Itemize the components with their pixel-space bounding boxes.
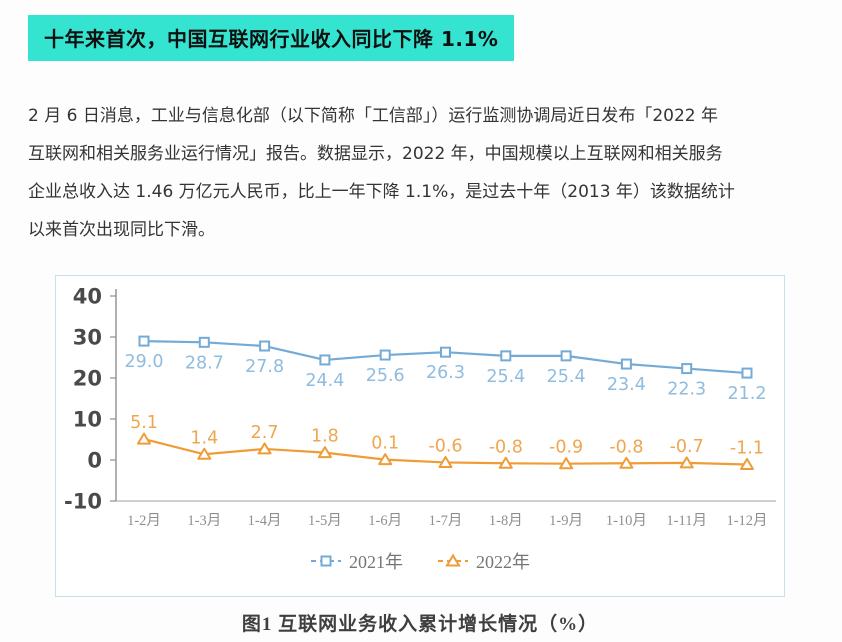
data-point-marker <box>198 336 210 348</box>
data-point-marker <box>378 453 393 466</box>
data-point-label: 0.1 <box>371 434 399 454</box>
legend-triangle-marker-icon <box>438 554 468 567</box>
data-point-label: 25.4 <box>486 367 525 387</box>
data-point-label: -1.1 <box>730 439 764 459</box>
data-point-marker <box>560 350 572 362</box>
data-point-marker <box>379 349 391 361</box>
x-tick-label: 1-10月 <box>606 513 647 529</box>
x-tick-label: 1-7月 <box>429 513 463 529</box>
data-point-marker <box>317 446 332 459</box>
data-point-marker <box>498 456 513 469</box>
data-point-label: 5.1 <box>130 413 158 433</box>
chart-container: 40 30 20 10 0 -10 1-2月 1-3月 1-4月 1-5月 1-6月 1-7月 1-8月… <box>55 275 785 597</box>
data-point-marker <box>138 335 150 347</box>
data-point-marker <box>619 456 634 469</box>
data-point-label: 23.4 <box>607 375 646 395</box>
x-tick-label: 1-2月 <box>127 513 161 529</box>
article-line: 互联网和相关服务业运行情况」报告。数据显示，2022 年，中国规模以上互联网和相… <box>28 144 723 164</box>
figure-block: 40 30 20 10 0 -10 1-2月 1-3月 1-4月 1-5月 1-6月 1-7月 1-8月… <box>55 275 785 636</box>
x-tick-label: 1-11月 <box>666 513 707 529</box>
data-point-label: 22.3 <box>667 380 706 400</box>
data-point-label: -0.8 <box>489 437 523 457</box>
data-point-label: -0.7 <box>670 437 704 457</box>
x-tick-label: 1-6月 <box>368 513 402 529</box>
figure-caption: 图1 互联网业务收入累计增长情况（%） <box>241 614 599 635</box>
data-point-label: 29.0 <box>125 352 164 372</box>
x-tick-label: 1-12月 <box>726 513 767 529</box>
y-tick-label: 20 <box>73 367 102 391</box>
x-tick-label: 1-8月 <box>489 513 523 529</box>
article-body: 2 月 6 日消息，工业与信息化部（以下简称「工信部」）运行监测协调局近日发布「… <box>28 97 814 249</box>
data-point-marker <box>500 350 512 362</box>
data-point-label: 27.8 <box>245 357 284 377</box>
article-line: 以来首次出现同比下滑。 <box>28 220 215 240</box>
data-point-marker <box>679 456 694 469</box>
data-point-marker <box>259 340 271 352</box>
y-tick-label: 10 <box>73 408 102 432</box>
data-point-label: 26.3 <box>426 363 465 383</box>
data-point-marker <box>438 455 453 468</box>
legend-item-2022: 2022年 <box>437 548 530 574</box>
data-point-marker <box>257 442 272 455</box>
data-point-label: 24.4 <box>305 371 344 391</box>
data-point-label: 25.6 <box>366 366 405 386</box>
data-point-label: 2.7 <box>251 423 279 443</box>
data-point-label: -0.9 <box>549 438 583 458</box>
legend-square-marker-icon <box>311 555 341 567</box>
data-point-marker <box>137 432 151 445</box>
x-tick-label: 1-5月 <box>308 513 342 529</box>
line-chart: 40 30 20 10 0 -10 1-2月 1-3月 1-4月 1-5月 1-6月 1-7月 1-8月… <box>64 285 776 529</box>
data-point-label: 28.7 <box>185 353 224 373</box>
data-point-label: 1.8 <box>311 427 339 447</box>
article-line: 2 月 6 日消息，工业与信息化部（以下简称「工信部」）运行监测协调局近日发布「… <box>28 106 719 126</box>
y-tick-label: 30 <box>73 326 102 350</box>
data-point-marker <box>197 447 212 460</box>
data-point-label: -0.6 <box>428 436 462 456</box>
data-point-label: 1.4 <box>190 428 218 448</box>
data-point-marker <box>741 367 753 379</box>
y-tick-label: 40 <box>73 285 102 309</box>
data-point-marker <box>681 363 693 375</box>
y-tick-label: -10 <box>64 490 102 514</box>
x-tick-label: 1-9月 <box>549 513 583 529</box>
x-tick-label: 1-4月 <box>248 513 282 529</box>
data-point-marker <box>440 346 451 358</box>
x-tick-label: 1-3月 <box>187 513 221 529</box>
y-tick-label: 0 <box>87 449 102 473</box>
data-point-label: 25.4 <box>547 367 586 387</box>
data-point-label: 21.2 <box>728 384 767 404</box>
legend-item-2021: 2021年 <box>310 548 403 574</box>
legend-label-2022: 2022年 <box>476 552 530 572</box>
data-point-marker <box>319 354 331 366</box>
data-point-marker <box>620 358 632 370</box>
headline-banner: 十年来首次，中国互联网行业收入同比下降 1.1% <box>28 15 515 61</box>
article-line: 企业总收入达 1.46 万亿元人民币，比上一年下降 1.1%，是过去十年（201… <box>28 182 735 202</box>
data-point-marker <box>559 457 574 470</box>
legend-label-2021: 2021年 <box>349 552 403 572</box>
data-point-marker <box>740 458 754 471</box>
data-point-label: -0.8 <box>609 437 643 457</box>
chart-legend: 2021年 2022年 <box>56 548 784 574</box>
headline-text: 十年来首次，中国互联网行业收入同比下降 1.1% <box>44 27 499 51</box>
